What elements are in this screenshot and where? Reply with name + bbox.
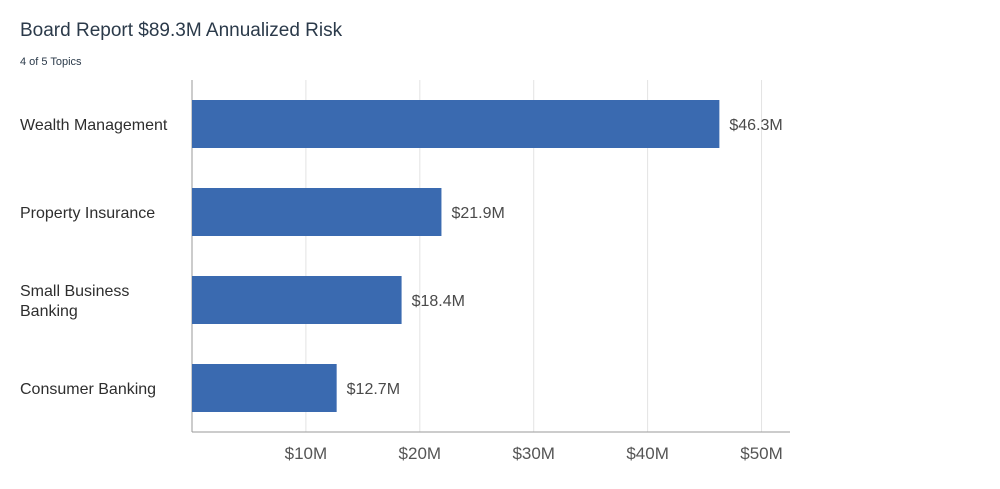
chart-subtitle: 4 of 5 Topics — [20, 56, 82, 68]
value-label: $12.7M — [347, 381, 400, 398]
chart-title: Board Report $89.3M Annualized Risk — [20, 20, 343, 41]
category-label: Consumer Banking — [20, 381, 156, 398]
x-tick-label: $10M — [285, 444, 328, 463]
value-label: $18.4M — [412, 293, 465, 310]
x-tick-label: $50M — [740, 444, 783, 463]
x-tick-label: $40M — [626, 444, 669, 463]
category-label: Banking — [20, 303, 78, 320]
x-tick-label: $30M — [512, 444, 555, 463]
category-label: Property Insurance — [20, 205, 155, 222]
category-label: Wealth Management — [20, 117, 168, 134]
bar[interactable] — [192, 276, 402, 324]
x-tick-label: $20M — [399, 444, 442, 463]
category-label: Small Business — [20, 283, 129, 300]
value-label: $21.9M — [451, 205, 504, 222]
bar[interactable] — [192, 188, 442, 236]
bar[interactable] — [192, 100, 720, 148]
value-label: $46.3M — [729, 117, 782, 134]
bar[interactable] — [192, 364, 337, 412]
